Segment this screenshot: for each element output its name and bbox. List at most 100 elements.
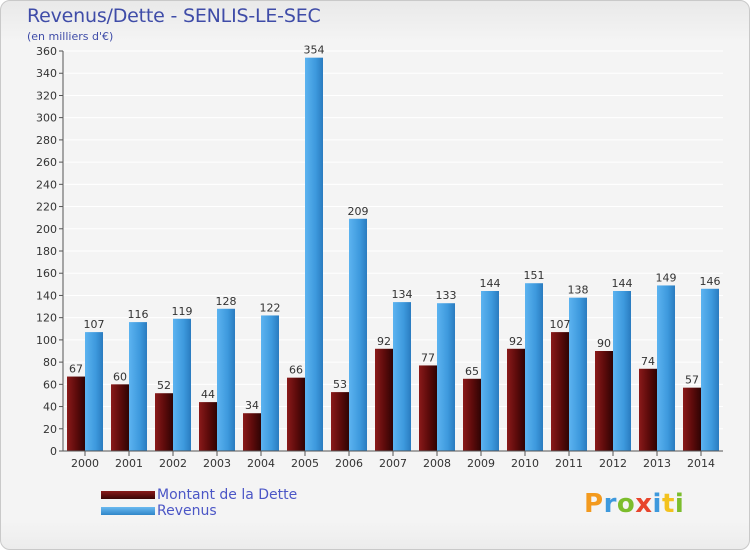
bar-revenus-2006 [349, 218, 367, 451]
value-label-dette-2002: 52 [157, 379, 171, 392]
y-tick-label: 120 [36, 312, 57, 325]
chart-subtitle: (en milliers d'€) [27, 30, 114, 43]
y-tick-label: 220 [36, 201, 57, 214]
bar-revenus-2004 [261, 315, 279, 451]
bar-revenus-2007 [393, 302, 411, 451]
y-tick-label: 340 [36, 67, 57, 80]
y-tick-label: 240 [36, 178, 57, 191]
x-tick-label: 2006 [335, 457, 363, 470]
value-label-revenus-2006: 209 [348, 205, 369, 218]
bar-revenus-2000 [85, 332, 103, 451]
value-label-revenus-2012: 144 [612, 277, 633, 290]
y-tick-label: 0 [50, 445, 57, 458]
value-label-dette-2003: 44 [201, 388, 215, 401]
value-label-dette-2000: 67 [69, 363, 83, 376]
bar-dette-2007 [375, 348, 393, 451]
value-label-revenus-2013: 149 [656, 271, 677, 284]
value-label-revenus-2010: 151 [524, 269, 545, 282]
bar-dette-2003 [199, 402, 217, 451]
bar-revenus-2005 [305, 57, 323, 452]
legend-label-revenus: Revenus [157, 503, 217, 519]
value-label-dette-2005: 66 [289, 364, 303, 377]
value-label-revenus-2004: 122 [260, 301, 281, 314]
value-label-revenus-2003: 128 [216, 295, 237, 308]
y-axis-ticks: 0 20 40 60 80 100 120 140 160 180 200 220 240 260 280 3… [36, 45, 64, 458]
value-label-revenus-2002: 119 [172, 305, 193, 318]
y-tick-label: 320 [36, 89, 57, 102]
x-tick-label: 2009 [467, 457, 495, 470]
x-tick-label: 2003 [203, 457, 231, 470]
x-tick-label: 2008 [423, 457, 451, 470]
bar-revenus-2011 [569, 297, 587, 451]
bar-revenus-2008 [437, 303, 455, 451]
value-label-revenus-2014: 146 [700, 275, 721, 288]
bar-revenus-2002 [173, 318, 191, 451]
value-label-dette-2006: 53 [333, 378, 347, 391]
value-label-dette-2010: 92 [509, 335, 523, 348]
value-label-dette-2008: 77 [421, 351, 435, 364]
bars [67, 57, 719, 452]
x-tick-label: 2005 [291, 457, 319, 470]
legend-label-dette: Montant de la Dette [157, 487, 298, 503]
y-tick-label: 20 [43, 423, 57, 436]
legend-swatch-dette [101, 491, 155, 499]
bar-revenus-2009 [481, 291, 499, 451]
bar-revenus-2014 [701, 288, 719, 451]
x-tick-label: 2011 [555, 457, 583, 470]
value-label-dette-2013: 74 [641, 355, 655, 368]
bar-revenus-2010 [525, 283, 543, 451]
bar-dette-2010 [507, 348, 525, 451]
bar-dette-2000 [67, 376, 85, 451]
value-label-dette-2014: 57 [685, 374, 699, 387]
value-label-revenus-2008: 133 [436, 289, 457, 302]
bar-dette-2009 [463, 378, 481, 451]
bar-dette-2006 [331, 392, 349, 451]
y-tick-label: 280 [36, 134, 57, 147]
x-tick-label: 2000 [71, 457, 99, 470]
x-tick-label: 2010 [511, 457, 539, 470]
chart-title: Revenus/Dette - SENLIS-LE-SEC [27, 5, 321, 27]
proxiti-logo: Proxiti [584, 489, 685, 519]
value-label-revenus-2007: 134 [392, 288, 413, 301]
bar-dette-2002 [155, 393, 173, 451]
value-label-dette-2007: 92 [377, 335, 391, 348]
value-label-dette-2012: 90 [597, 337, 611, 350]
y-tick-label: 200 [36, 223, 57, 236]
bar-dette-2008 [419, 365, 437, 451]
y-tick-label: 80 [43, 356, 57, 369]
value-label-revenus-2005: 354 [304, 44, 325, 57]
value-label-revenus-2000: 107 [84, 318, 105, 331]
value-label-revenus-2009: 144 [480, 277, 501, 290]
x-tick-label: 2007 [379, 457, 407, 470]
bar-dette-2014 [683, 387, 701, 451]
bar-dette-2005 [287, 377, 305, 451]
bar-revenus-2012 [613, 291, 631, 451]
value-label-dette-2004: 34 [245, 399, 259, 412]
y-tick-label: 160 [36, 267, 57, 280]
y-tick-label: 260 [36, 156, 57, 169]
bar-dette-2004 [243, 413, 261, 451]
bar-chart: 0 20 40 60 80 100 120 140 160 180 200 220 240 260 280 3… [36, 44, 723, 470]
value-label-dette-2001: 60 [113, 370, 127, 383]
bar-dette-2013 [639, 368, 657, 451]
bar-revenus-2003 [217, 308, 235, 451]
bar-dette-2012 [595, 351, 613, 451]
x-axis-ticks: 2000 2001 2002 2003 2004 2005 2006 2007 2008 2009… [63, 450, 723, 470]
bar-dette-2001 [111, 384, 129, 451]
x-tick-label: 2013 [643, 457, 671, 470]
y-tick-label: 100 [36, 334, 57, 347]
x-tick-label: 2001 [115, 457, 143, 470]
bar-value-labels: 67 107 60 116 52 119 44 128 34 122 66 354 53 209 92 134… [69, 44, 721, 413]
value-label-revenus-2011: 138 [568, 284, 589, 297]
bar-revenus-2013 [657, 285, 675, 451]
y-tick-label: 140 [36, 289, 57, 302]
bar-revenus-2001 [129, 322, 147, 451]
y-tick-label: 300 [36, 112, 57, 125]
bar-dette-2011 [551, 332, 569, 451]
y-tick-label: 40 [43, 401, 57, 414]
value-label-revenus-2001: 116 [128, 308, 149, 321]
value-label-dette-2011: 107 [550, 318, 571, 331]
y-tick-label: 360 [36, 45, 57, 58]
x-tick-label: 2012 [599, 457, 627, 470]
